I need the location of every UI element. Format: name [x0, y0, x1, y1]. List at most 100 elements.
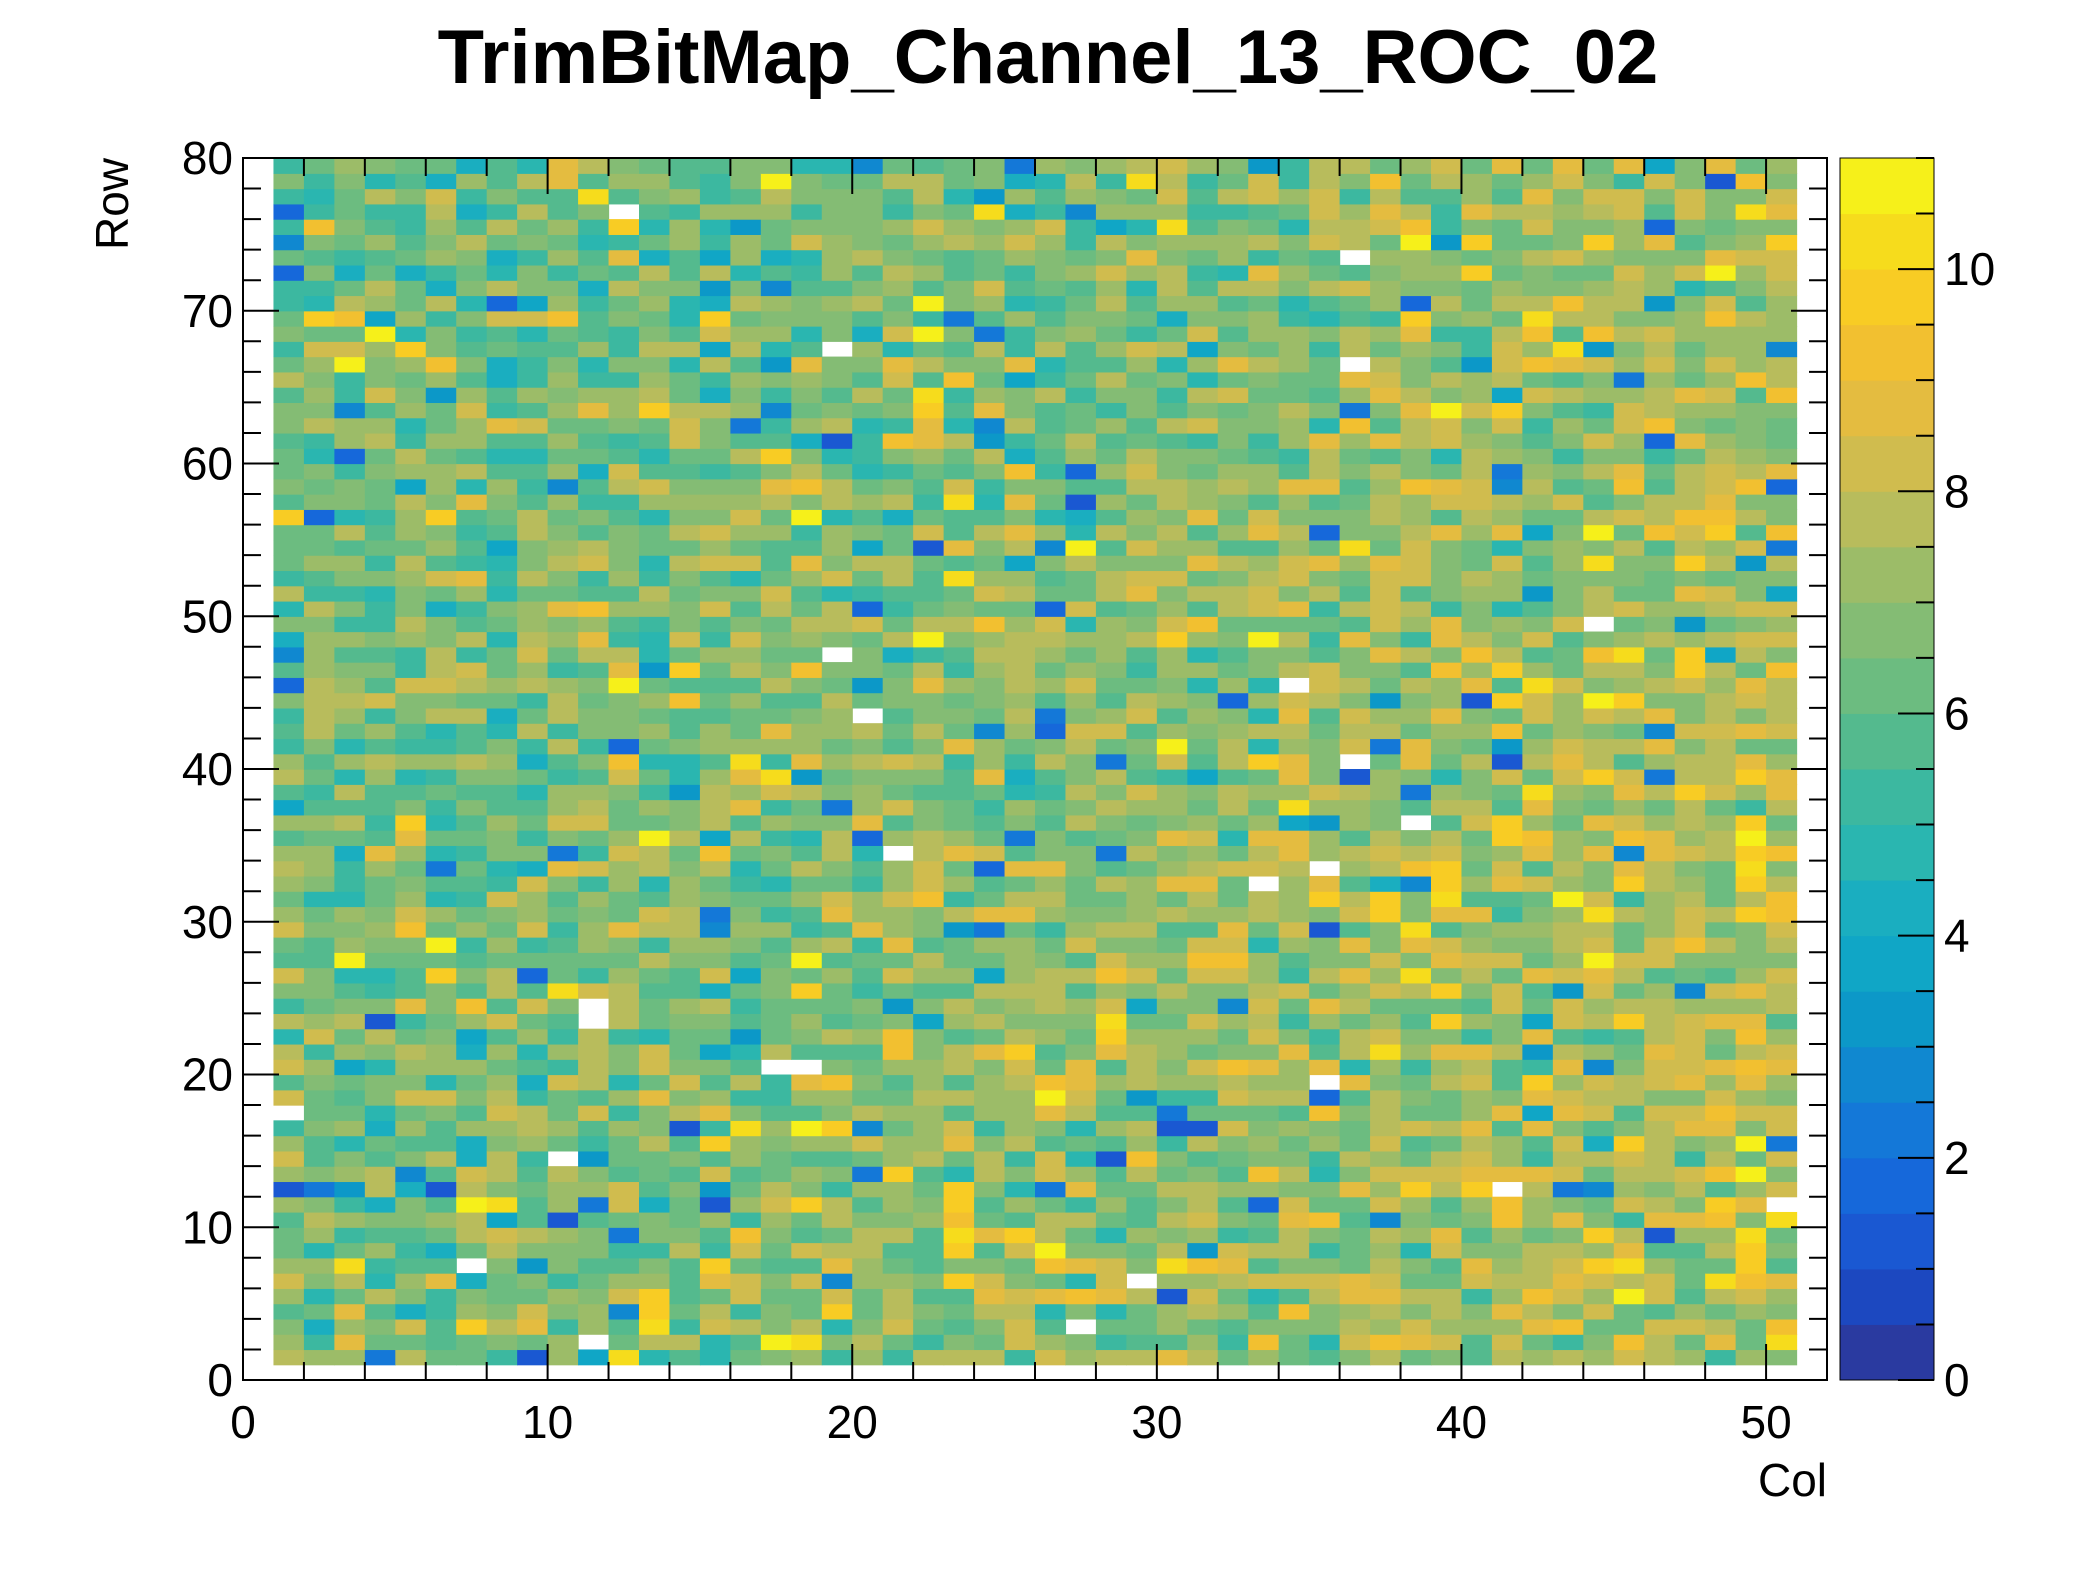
- heatmap-cell: [425, 509, 457, 526]
- heatmap-cell: [1461, 1181, 1493, 1198]
- heatmap-cell: [1522, 937, 1554, 953]
- heatmap-cell: [364, 539, 396, 556]
- heatmap-cell: [760, 982, 792, 999]
- heatmap-cell: [303, 356, 335, 373]
- x-tick-label: 0: [230, 1396, 256, 1448]
- heatmap-cell: [1004, 723, 1036, 740]
- heatmap-cell: [517, 1227, 549, 1244]
- heatmap-cell: [425, 555, 457, 572]
- heatmap-cell: [1370, 1242, 1402, 1259]
- heatmap-cell: [1278, 494, 1310, 510]
- heatmap-cell: [1187, 1135, 1219, 1152]
- heatmap-cell: [669, 998, 701, 1015]
- heatmap-cell: [1613, 264, 1645, 281]
- heatmap-cell: [1095, 585, 1127, 602]
- heatmap-cell: [334, 814, 366, 831]
- heatmap-cell: [578, 295, 610, 312]
- heatmap-cell: [334, 875, 366, 892]
- heatmap-cell: [1339, 295, 1371, 312]
- heatmap-cell: [1400, 417, 1432, 434]
- heatmap-cell: [1339, 524, 1371, 541]
- heatmap-cell: [1095, 982, 1127, 999]
- heatmap-cell: [1400, 769, 1432, 785]
- heatmap-cell: [1705, 1043, 1737, 1060]
- heatmap-cell: [1156, 1227, 1188, 1244]
- heatmap-cell: [1583, 967, 1615, 984]
- heatmap-cell: [760, 906, 792, 923]
- heatmap-cell: [1187, 1334, 1219, 1351]
- heatmap-cell: [1431, 646, 1463, 663]
- heatmap-cell: [395, 906, 427, 923]
- heatmap-cell: [1370, 769, 1402, 785]
- heatmap-cell: [1491, 1257, 1523, 1274]
- heatmap-cell: [974, 1227, 1006, 1244]
- heatmap-cell: [1187, 1227, 1219, 1244]
- heatmap-cell: [1156, 891, 1188, 908]
- heatmap-cell: [1156, 967, 1188, 984]
- heatmap-cell: [1309, 1227, 1341, 1244]
- heatmap-cell: [1065, 463, 1097, 480]
- heatmap-cell: [1491, 494, 1523, 510]
- heatmap-cell: [1156, 280, 1188, 297]
- heatmap-cell: [1705, 692, 1737, 709]
- heatmap-cell: [517, 341, 549, 358]
- heatmap-cell: [1400, 830, 1432, 846]
- heatmap-cell: [1583, 1043, 1615, 1060]
- heatmap-cell: [913, 1211, 945, 1228]
- heatmap-cell: [1461, 631, 1493, 648]
- heatmap-cell: [425, 539, 457, 556]
- heatmap-cell: [791, 310, 823, 327]
- heatmap-cell: [1522, 723, 1554, 740]
- heatmap-cell: [730, 646, 762, 663]
- heatmap-cell: [882, 982, 914, 999]
- heatmap-cell: [913, 432, 945, 449]
- heatmap-cell: [1156, 845, 1188, 862]
- heatmap-cell: [1035, 1135, 1067, 1152]
- heatmap-cell: [1248, 203, 1280, 220]
- heatmap-cell: [821, 1288, 853, 1305]
- heatmap-cell: [1461, 387, 1493, 404]
- heatmap-cell: [1309, 310, 1341, 327]
- heatmap-cell: [486, 219, 518, 235]
- heatmap-cell: [639, 1257, 671, 1274]
- y-tick-label: 10: [182, 1201, 233, 1253]
- heatmap-cell: [1674, 646, 1706, 663]
- heatmap-cell: [974, 463, 1006, 480]
- heatmap-cell: [303, 1303, 335, 1320]
- heatmap-cell: [578, 234, 610, 251]
- heatmap-cell: [1156, 1242, 1188, 1259]
- heatmap-cell: [1095, 280, 1127, 297]
- heatmap-cell: [1735, 188, 1767, 205]
- heatmap-cell: [1156, 906, 1188, 923]
- heatmap-cell: [486, 830, 518, 846]
- heatmap-cell: [1095, 1059, 1127, 1076]
- heatmap-cell: [1126, 1181, 1158, 1198]
- heatmap-cell: [882, 555, 914, 572]
- heatmap-cell: [1278, 1242, 1310, 1259]
- heatmap-cell: [1370, 417, 1402, 434]
- heatmap-cell: [699, 402, 731, 419]
- heatmap-cell: [1248, 616, 1280, 633]
- heatmap-cell: [1248, 1288, 1280, 1305]
- heatmap-cell: [1735, 432, 1767, 449]
- heatmap-cell: [1217, 539, 1249, 556]
- heatmap-cell: [1217, 448, 1249, 465]
- heatmap-cell: [1126, 1227, 1158, 1244]
- heatmap-cell: [1095, 1211, 1127, 1228]
- heatmap-cell: [1522, 1120, 1554, 1137]
- heatmap-cell: [425, 845, 457, 862]
- heatmap-cell: [699, 539, 731, 556]
- heatmap-cell: [730, 341, 762, 358]
- heatmap-cell: [760, 1334, 792, 1351]
- heatmap-cell: [1735, 249, 1767, 266]
- heatmap-cell: [1339, 799, 1371, 816]
- heatmap-cell: [1187, 814, 1219, 831]
- heatmap-cell: [364, 219, 396, 235]
- heatmap-cell: [1461, 158, 1493, 174]
- heatmap-cell: [1431, 707, 1463, 724]
- heatmap-cell: [760, 998, 792, 1015]
- heatmap-cell: [1370, 753, 1402, 770]
- heatmap-cell: [730, 845, 762, 862]
- heatmap-cell: [1644, 158, 1676, 174]
- heatmap-cell: [882, 1013, 914, 1030]
